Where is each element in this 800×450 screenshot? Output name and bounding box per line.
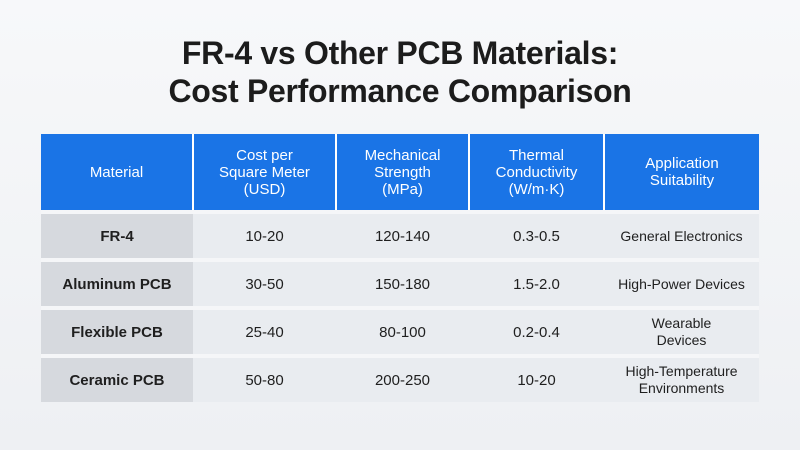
cell-strength: 80-100: [336, 306, 469, 356]
cell-thermal: 10-20: [469, 354, 604, 402]
cell-application: General Electronics: [604, 210, 759, 260]
table-row: Flexible PCB 25-40 80-100 0.2-0.4 Wearable De…: [41, 306, 759, 356]
cell-thermal: 0.2-0.4: [469, 306, 604, 356]
cell-cost: 10-20: [193, 210, 336, 260]
cell-line: Environments: [638, 380, 725, 396]
table-header: Material Cost per Square Meter (USD) Mechani…: [41, 134, 759, 212]
cell-cost: 50-80: [193, 354, 336, 402]
cell-material: Aluminum PCB: [41, 258, 193, 308]
column-header-0: Material: [41, 134, 194, 212]
chart-title: FR-4 vs Other PCB Materials: Cost Perfor…: [0, 34, 800, 110]
cell-line: High-Power Devices: [618, 275, 745, 292]
column-header-1: Cost per Square Meter (USD): [193, 134, 337, 212]
cell-strength: 200-250: [336, 354, 469, 402]
chart-title-line-1: FR-4 vs Other PCB Materials:: [181, 35, 619, 71]
column-header-line: Application: [645, 155, 719, 172]
column-header-line: Strength: [374, 163, 431, 181]
cell-strength: 120-140: [336, 210, 469, 260]
cell-application: High-Temperature Environments: [604, 354, 759, 402]
comparison-table: Material Cost per Square Meter (USD) Mechani…: [41, 134, 759, 402]
cell-material: Ceramic PCB: [41, 354, 193, 402]
column-header-line: Suitability: [649, 172, 715, 189]
cell-cost: 25-40: [193, 306, 336, 356]
column-header-line: Material: [89, 163, 144, 181]
column-header-line: Conductivity: [495, 163, 578, 181]
cell-line: High-Temperature: [625, 363, 738, 379]
column-header-line: Mechanical: [364, 146, 441, 164]
column-header-line: Cost per: [236, 146, 293, 164]
cell-line: Wearable: [651, 315, 712, 331]
cell-strength: 150-180: [336, 258, 469, 308]
column-header-line: (MPa): [382, 180, 423, 198]
column-header-line: (W/m·K): [508, 180, 565, 198]
cell-material: FR-4: [41, 210, 193, 260]
column-header-3: Thermal Conductivity (W/m·K): [469, 134, 605, 212]
table-body: FR-4 10-20 120-140 0.3-0.5 General Electroni…: [41, 210, 759, 402]
cell-material: Flexible PCB: [41, 306, 193, 356]
table-row: Aluminum PCB 30-50 150-180 1.5-2.0 High-Powe…: [41, 258, 759, 308]
cell-thermal: 1.5-2.0: [469, 258, 604, 308]
column-header-line: Thermal: [508, 146, 564, 164]
cell-cost: 30-50: [193, 258, 336, 308]
cell-line: Devices: [656, 332, 707, 348]
cell-application: Wearable Devices: [604, 306, 759, 356]
cell-thermal: 0.3-0.5: [469, 210, 604, 260]
column-header-4: Application Suitability: [604, 134, 759, 212]
table-row: Ceramic PCB 50-80 200-250 10-20 High-Tempera…: [41, 354, 759, 402]
table-row: FR-4 10-20 120-140 0.3-0.5 General Electroni…: [41, 210, 759, 260]
header-row: Material Cost per Square Meter (USD) Mechani…: [41, 134, 759, 212]
cell-line: General Electronics: [620, 227, 743, 244]
column-header-line: (USD): [243, 180, 286, 198]
column-header-2: Mechanical Strength (MPa): [336, 134, 470, 212]
chart-title-line-2: Cost Performance Comparison: [168, 73, 632, 109]
column-header-line: Square Meter: [219, 163, 310, 181]
cell-application: High-Power Devices: [604, 258, 759, 308]
